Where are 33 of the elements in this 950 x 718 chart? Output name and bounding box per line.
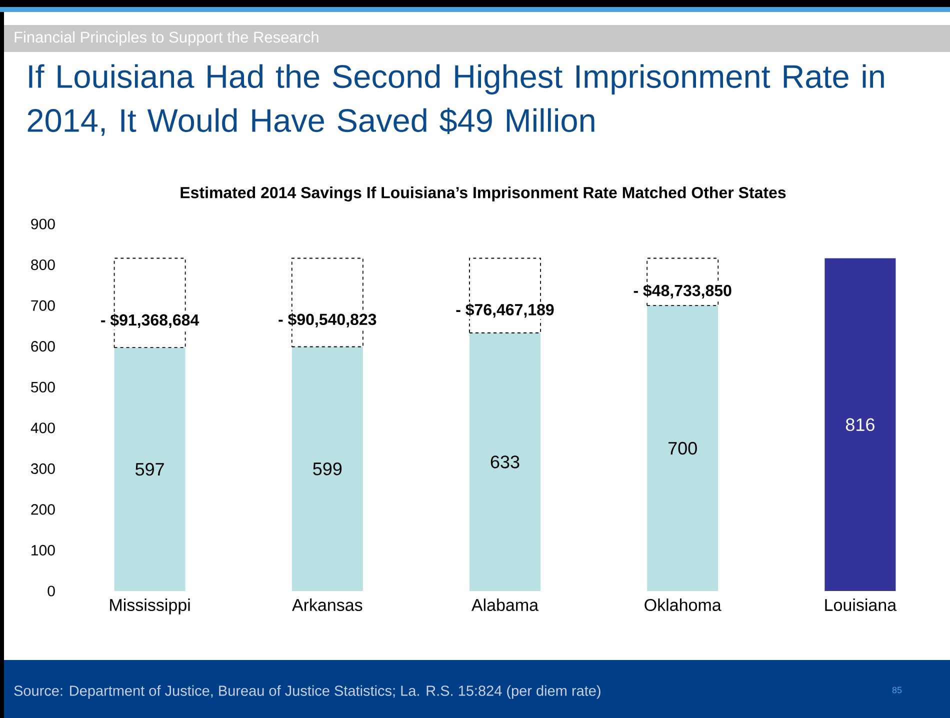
source-note: Source: Department of Justice, Bureau of Justice Statistics; La. R.S. 15:824 (per diem rate) bbox=[14, 685, 600, 699]
annotation: - $48,733,850 bbox=[634, 284, 732, 299]
chart-subtitle: Estimated 2014 Savings If Louisiana’s Imprisonment Rate Matched Other States bbox=[180, 186, 786, 202]
data-label: 633 bbox=[490, 456, 520, 468]
text: 85 bbox=[892, 686, 902, 694]
y-tick-label: 0 bbox=[48, 586, 55, 596]
y-tick-label: 300 bbox=[31, 463, 55, 474]
y-tick-label: 700 bbox=[31, 300, 55, 311]
bar bbox=[292, 346, 363, 592]
annotation: - $90,540,823 bbox=[278, 313, 376, 328]
x-tick-label: Alabama bbox=[471, 598, 539, 612]
y-tick-label: 100 bbox=[32, 544, 55, 556]
x-tick-label: Oklahoma bbox=[644, 598, 722, 612]
y-tick-label: 200 bbox=[31, 504, 55, 515]
bar bbox=[824, 258, 896, 592]
annotation: - $76,467,189 bbox=[456, 303, 554, 318]
bar bbox=[469, 332, 541, 592]
bar bbox=[647, 306, 718, 592]
x-tick-label: Arkansas bbox=[292, 598, 362, 612]
y-tick-label: 800 bbox=[31, 259, 55, 270]
data-label: 700 bbox=[668, 442, 697, 455]
x-tick-label: Louisiana bbox=[825, 598, 897, 612]
x-tick-label: Mississippi bbox=[110, 598, 190, 614]
data-label: 599 bbox=[313, 462, 342, 476]
data-label: 816 bbox=[846, 418, 874, 432]
y-tick-label: 400 bbox=[30, 422, 55, 434]
y-tick-label: 900 bbox=[31, 218, 55, 230]
chart-title: If Louisiana Had the Second Highest Imprisonment Rate in 2014, It Would Have Saved $49 Million bbox=[28, 64, 884, 136]
data-label: 597 bbox=[136, 462, 164, 476]
y-tick-label: 600 bbox=[31, 341, 55, 352]
y-tick-label: 500 bbox=[31, 382, 55, 392]
bar bbox=[114, 348, 186, 592]
annotation: - $91,368,684 bbox=[101, 314, 200, 328]
